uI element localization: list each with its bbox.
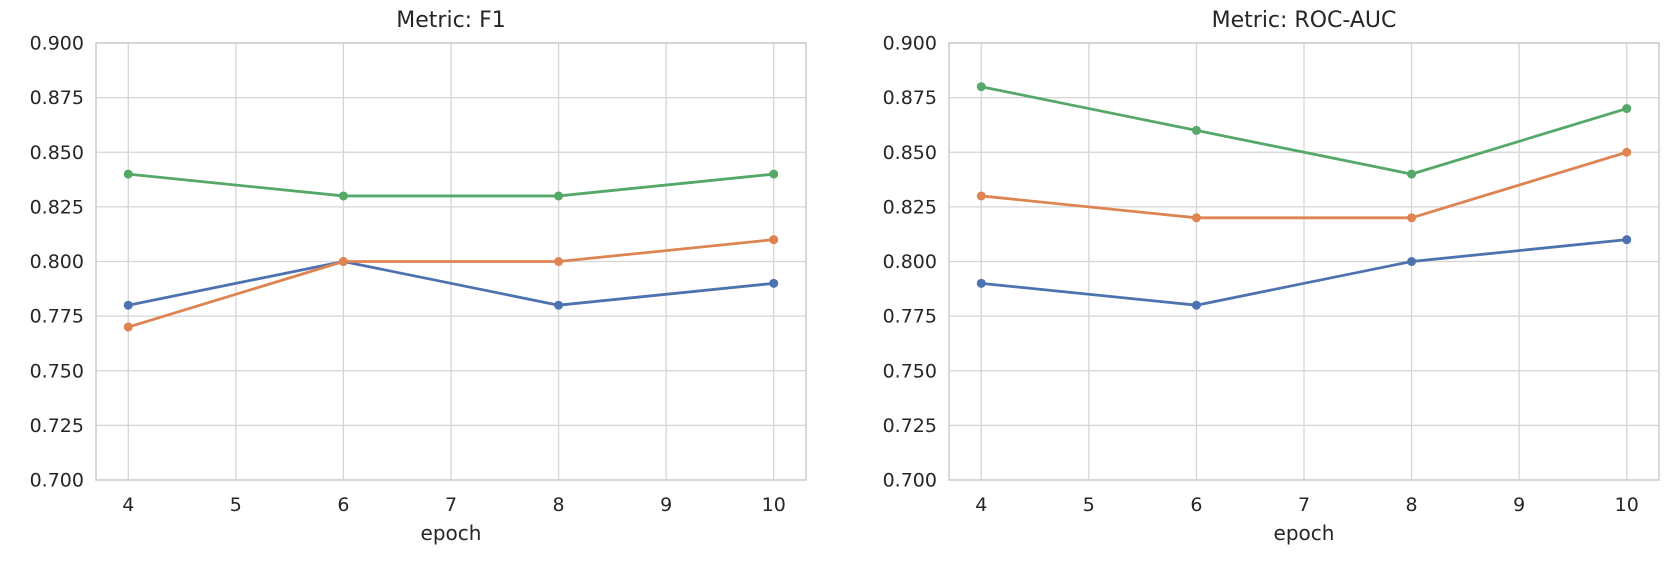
series-blue-marker <box>1191 300 1201 310</box>
x-tick-label: 10 <box>762 494 786 516</box>
series-blue-marker <box>769 278 779 288</box>
y-tick-label: 0.825 <box>30 196 84 218</box>
series-orange-marker <box>976 191 986 201</box>
series-orange-marker <box>123 322 133 332</box>
series-orange-marker <box>1407 213 1417 223</box>
chart-title-f1: Metric: F1 <box>396 8 506 33</box>
series-green-marker <box>338 191 348 201</box>
y-tick-label: 0.850 <box>883 142 937 164</box>
x-axis-label-f1: epoch <box>420 521 482 545</box>
y-tick-label: 0.700 <box>883 470 937 492</box>
series-blue-line <box>126 260 776 307</box>
series-green-marker <box>1191 125 1201 135</box>
y-tick-label: 0.775 <box>30 306 84 328</box>
chart-roc-auc: 4 5 6 7 8 9 10 0.700 0.725 0.750 0.775 0.800 0.825 0.… <box>836 0 1672 565</box>
y-tick-label: 0.750 <box>30 360 84 382</box>
plot-border <box>95 42 807 481</box>
series-orange-marker <box>338 257 348 266</box>
series-orange-marker <box>1191 213 1201 223</box>
x-tick-label: 7 <box>445 494 457 516</box>
x-tick-label: 5 <box>230 494 242 516</box>
y-tick-label: 0.900 <box>30 33 84 55</box>
series-orange-marker <box>769 235 779 245</box>
y-tick-label: 0.700 <box>30 470 84 492</box>
chart-title-roc-auc: Metric: ROC-AUC <box>1211 8 1397 33</box>
x-tick-label: 4 <box>975 494 987 516</box>
y-tick-label: 0.750 <box>883 360 937 382</box>
y-tick-label: 0.900 <box>883 33 937 55</box>
y-tick-label: 0.875 <box>30 87 84 109</box>
x-tick-label: 8 <box>1406 494 1418 516</box>
series-blue-marker <box>1622 235 1632 245</box>
series-blue-marker <box>123 300 133 310</box>
series-blue-marker <box>554 300 564 310</box>
plot-border <box>948 42 1660 481</box>
roc-auc-plot-area: 4 5 6 7 8 9 10 0.700 0.725 0.750 0.775 0.800 0.825 0.… <box>883 33 1660 516</box>
f1-plot-area: 4 5 6 7 8 9 10 0.700 0.725 0.750 0.775 0.800 0.825 0.… <box>30 33 807 516</box>
chart-f1: 4 5 6 7 8 9 10 0.700 0.725 0.750 0.775 0.800 0.825 0.… <box>0 0 836 565</box>
y-tick-label: 0.725 <box>30 415 84 437</box>
y-tick-label: 0.875 <box>883 87 937 109</box>
x-tick-label: 8 <box>553 494 565 516</box>
series-orange-line <box>126 238 776 329</box>
series-green-marker <box>769 169 779 179</box>
series-green-marker <box>976 82 986 92</box>
x-tick-label: 7 <box>1298 494 1310 516</box>
x-tick-label: 4 <box>122 494 134 516</box>
series-orange-marker <box>1622 147 1632 157</box>
x-tick-label: 6 <box>337 494 349 516</box>
series-orange-line <box>979 150 1629 220</box>
x-axis-label-roc-auc: epoch <box>1273 521 1335 545</box>
series-green-marker <box>1622 104 1632 114</box>
y-tick-label: 0.775 <box>883 306 937 328</box>
series-green-line <box>979 85 1629 176</box>
series-blue-marker <box>1407 257 1417 266</box>
x-tick-label: 9 <box>1513 494 1525 516</box>
x-tick-label: 6 <box>1190 494 1202 516</box>
series-green-marker <box>1407 169 1417 179</box>
series-blue-marker <box>976 278 986 288</box>
y-tick-label: 0.725 <box>883 415 937 437</box>
series-green-line <box>126 172 776 198</box>
series-green-marker <box>123 169 133 179</box>
y-tick-label: 0.800 <box>30 251 84 273</box>
x-tick-label: 9 <box>660 494 672 516</box>
series-green-marker <box>554 191 564 201</box>
x-tick-label: 5 <box>1083 494 1095 516</box>
x-tick-label: 10 <box>1615 494 1639 516</box>
y-tick-label: 0.850 <box>30 142 84 164</box>
y-tick-label: 0.800 <box>883 251 937 273</box>
series-orange-marker <box>554 257 564 266</box>
series-blue-line <box>979 238 1629 307</box>
y-tick-label: 0.825 <box>883 196 937 218</box>
